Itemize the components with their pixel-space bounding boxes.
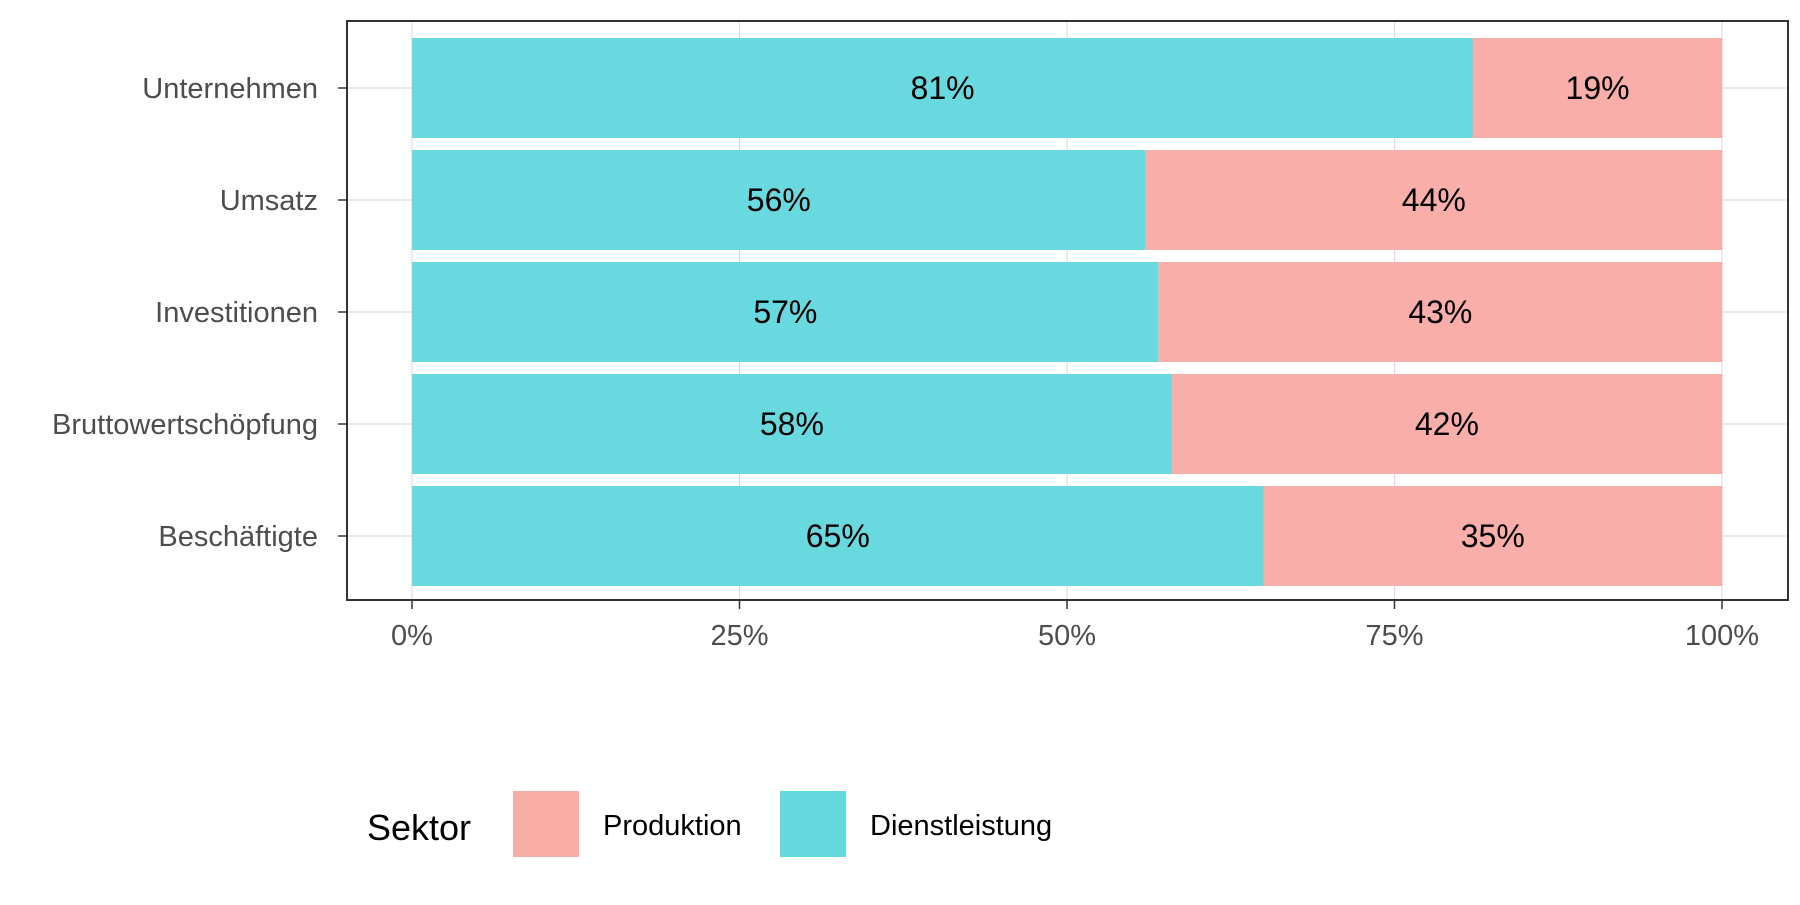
bar-dienstleistung (412, 262, 1159, 362)
x-tick-label: 50% (1038, 620, 1096, 652)
bar-dienstleistung (412, 38, 1474, 138)
category-label: Unternehmen (142, 73, 318, 105)
legend-label-produktion: Produktion (603, 810, 742, 842)
data-label-produktion: 35% (1461, 518, 1525, 554)
data-label-dienstleistung: 58% (760, 406, 824, 442)
data-label-produktion: 42% (1415, 406, 1479, 442)
x-tick-label: 100% (1685, 620, 1759, 652)
category-label: Beschäftigte (158, 521, 318, 553)
x-tick-label: 25% (710, 620, 768, 652)
bar-produktion (1171, 374, 1722, 474)
category-label: Investitionen (155, 297, 318, 329)
legend-label-dienstleistung: Dienstleistung (870, 810, 1052, 842)
data-label-produktion: 19% (1566, 70, 1630, 106)
data-label-produktion: 44% (1402, 182, 1466, 218)
bar-produktion (1158, 262, 1722, 362)
x-axis: 0% 25% 50% 75% 100% (391, 600, 1759, 652)
data-label-produktion: 43% (1408, 294, 1472, 330)
data-labels: 81% 19% 56% 44% 57% 43% 58% 42% 65% 35% (747, 70, 1630, 554)
category-label: Umsatz (220, 185, 318, 217)
legend: Sektor Produktion Dienstleistung (367, 791, 1052, 857)
bars (412, 38, 1722, 586)
bar-dienstleistung (412, 374, 1172, 474)
plot-border (346, 20, 1789, 601)
bar-dienstleistung (412, 150, 1146, 250)
bar-produktion (1263, 486, 1722, 586)
x-tick-label: 0% (391, 620, 433, 652)
data-label-dienstleistung: 65% (806, 518, 870, 554)
legend-title: Sektor (367, 807, 471, 848)
bar-produktion (1145, 150, 1722, 250)
y-axis: Unternehmen Umsatz Investitionen Bruttowert… (52, 73, 347, 553)
bar-produktion (1473, 38, 1722, 138)
data-label-dienstleistung: 81% (911, 70, 975, 106)
bar-dienstleistung (412, 486, 1264, 586)
data-label-dienstleistung: 57% (753, 294, 817, 330)
data-label-dienstleistung: 56% (747, 182, 811, 218)
category-label: Bruttowertschöpfung (52, 409, 318, 441)
legend-key-dienstleistung (780, 791, 846, 857)
legend-key-produktion (513, 791, 579, 857)
x-tick-label: 75% (1365, 620, 1423, 652)
